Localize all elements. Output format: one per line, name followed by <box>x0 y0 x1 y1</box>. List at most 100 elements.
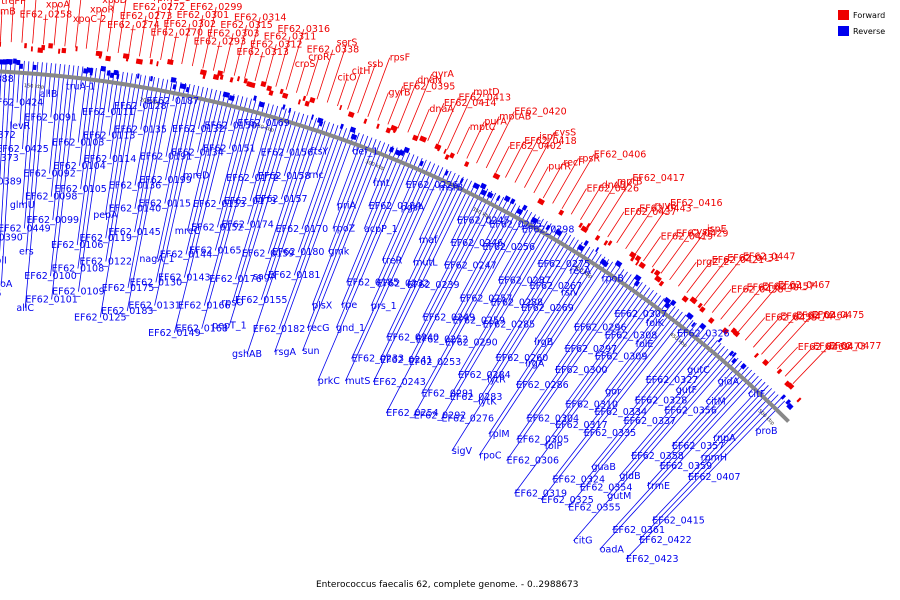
reverse-feature <box>398 149 405 157</box>
forward-gene-label: EF62_0474 <box>780 312 832 323</box>
label-connector <box>728 286 763 327</box>
label-connector <box>0 60 12 253</box>
reverse-gene-label: EF62_0252 <box>416 335 468 346</box>
forward-gene-label: EF62_0312 <box>250 39 302 50</box>
label-connector <box>212 41 221 71</box>
reverse-gene-label: EF62_0187 <box>147 96 199 107</box>
label-connector <box>80 68 97 190</box>
reverse-gene-label: rpsO <box>221 297 243 308</box>
label-connector <box>570 188 587 215</box>
label-connector <box>49 63 61 174</box>
reverse-gene-label: EF62_0105 <box>54 184 106 195</box>
reverse-gene-label: EF62_0182 <box>253 324 305 335</box>
label-connector <box>107 70 115 113</box>
label-connector <box>297 126 343 253</box>
reverse-gene-label: EF62_0257 <box>460 293 512 304</box>
reverse-gene-label: EF62_0256 <box>483 242 535 253</box>
reverse-gene-label: rnpA <box>713 433 736 444</box>
label-connector <box>105 72 129 215</box>
label-connector <box>514 295 662 494</box>
reverse-gene-label: mreC <box>175 226 201 237</box>
forward-feature <box>281 92 289 99</box>
forward-gene-label: EF62_0301 <box>177 10 229 21</box>
reverse-gene-label: EF62_0098 <box>25 192 77 203</box>
label-connector <box>185 92 226 255</box>
label-connector <box>625 205 655 250</box>
reverse-gene-label: EF62_0292 <box>414 411 466 422</box>
map-title: Enterococcus faecalis 62, complete genom… <box>316 580 579 590</box>
label-connector <box>560 246 591 293</box>
label-connector <box>76 68 102 246</box>
reverse-gene-label: EF62_0136 <box>109 180 161 191</box>
label-connector <box>385 194 501 414</box>
reverse-gene-label: EF62_0185 <box>347 277 399 288</box>
reverse-feature <box>785 399 792 405</box>
label-connector <box>26 62 43 252</box>
label-connector <box>652 391 776 521</box>
reverse-feature <box>740 363 747 370</box>
reverse-feature <box>786 402 794 411</box>
label-connector <box>412 172 456 263</box>
label-connector <box>514 136 540 183</box>
label-connector <box>400 157 423 208</box>
label-connector <box>533 166 549 194</box>
label-connector <box>634 202 671 256</box>
forward-gene-label: EF62_0406 <box>594 149 646 160</box>
forward-feature <box>347 111 355 118</box>
label-connector <box>694 257 728 300</box>
reverse-gene-label: EF62_0284 <box>458 370 510 381</box>
reverse-gene-label: EF62_0254 <box>386 408 438 419</box>
forward-feature <box>721 327 730 335</box>
reverse-feature <box>576 244 585 252</box>
label-connector <box>181 23 191 65</box>
forward-gene-label: EF62_0443 <box>639 204 691 215</box>
reverse-gene-label: EF62_0269 <box>521 303 573 314</box>
reverse-gene-label: EF62_0233 <box>352 354 404 365</box>
reverse-gene-label: EF62_0335 <box>584 428 636 439</box>
forward-feature <box>392 127 397 134</box>
reverse-gene-label: lytR <box>487 375 506 386</box>
label-connector <box>21 61 34 206</box>
reverse-gene-label: EF62_0296 <box>574 322 626 333</box>
reverse-gene-label: truA-1 <box>66 81 95 92</box>
reverse-feature <box>403 146 410 154</box>
label-connector <box>196 89 217 176</box>
feature-tracks <box>0 41 802 411</box>
forward-gene-label: xpoD <box>102 0 127 6</box>
reverse-gene-label: guaB <box>592 462 616 473</box>
forward-gene-label: citH <box>352 66 371 77</box>
reverse-gene-label: EF62_0144 <box>160 249 212 260</box>
label-connector <box>405 156 419 185</box>
reverse-gene-label: EF62_0170 <box>276 224 328 235</box>
forward-feature <box>243 78 248 84</box>
reverse-gene-label: EF62_0361 <box>613 525 665 536</box>
label-connector <box>534 249 595 343</box>
reverse-gene-label: oadA <box>600 544 625 555</box>
reverse-gene-label: plsX <box>312 300 333 311</box>
gene-labels: EF62_0110EF62_0107EF62_0097htrAEF62_0147… <box>0 0 881 565</box>
forward-gene-label: croS <box>295 59 316 70</box>
label-connector <box>537 227 560 265</box>
label-connector <box>285 29 305 90</box>
forward-gene-label: trePP <box>1 0 26 7</box>
reverse-feature <box>545 224 551 231</box>
label-connector <box>386 176 464 338</box>
reverse-gene-label: EF62_0180 <box>272 247 324 258</box>
forward-gene-label: EF62_0395 <box>403 81 455 92</box>
label-connector <box>397 79 418 129</box>
label-connector <box>244 17 261 79</box>
reverse-gene-label: EF62_0326 <box>677 328 729 339</box>
forward-gene-label: EF62_0273 <box>120 11 172 22</box>
forward-gene-label: xpoA <box>46 0 70 11</box>
reverse-feature <box>731 357 738 364</box>
forward-feature <box>537 198 545 206</box>
forward-gene-label: EF62_0338 <box>307 45 359 56</box>
tick-label: 500 kbp <box>757 408 776 426</box>
reverse-feature <box>595 246 600 253</box>
label-connector <box>486 237 575 380</box>
label-connector <box>183 93 231 278</box>
label-connector <box>598 177 633 232</box>
label-connector <box>478 259 610 456</box>
forward-gene-label: EF62_0313 <box>236 47 288 58</box>
reverse-gene-label: EF62_0143 <box>158 273 210 284</box>
